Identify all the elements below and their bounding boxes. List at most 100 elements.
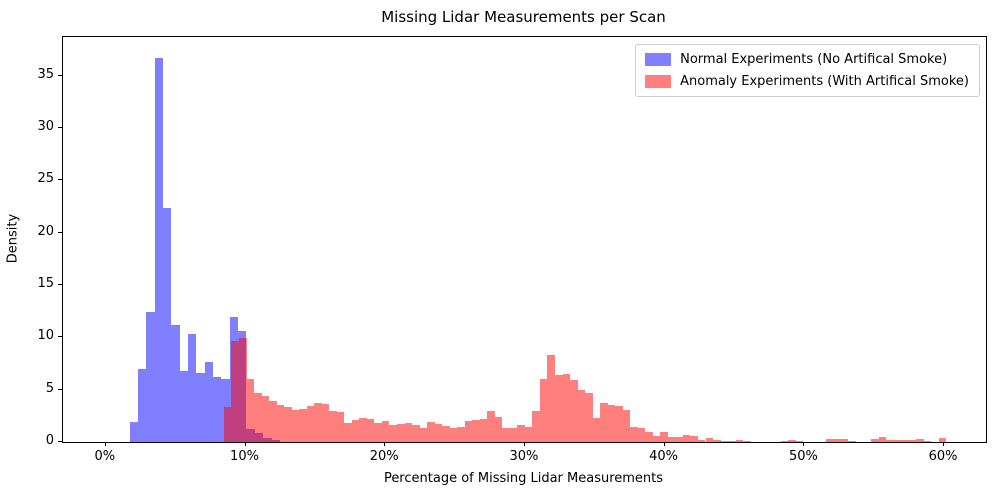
y-tick [58, 284, 62, 285]
histogram-bar-anomaly [269, 401, 277, 442]
histogram-bar-anomaly [509, 428, 518, 442]
histogram-bar-anomaly [667, 436, 676, 442]
x-axis-label: Percentage of Missing Lidar Measurements [383, 471, 664, 486]
x-tick-label: 20% [369, 449, 399, 464]
histogram-bar-anomaly [585, 392, 593, 442]
histogram-bar-anomaly [359, 418, 367, 442]
histogram-bar-anomaly [630, 427, 638, 442]
x-tick [803, 442, 805, 446]
histogram-bar-anomaly [374, 423, 382, 442]
x-tick [384, 442, 386, 446]
x-tick [523, 442, 525, 446]
y-tick-label: 10 [37, 328, 54, 344]
x-tick [663, 442, 665, 446]
histogram-bar-anomaly [878, 436, 887, 442]
x-tick [943, 442, 945, 446]
histogram-bar-anomaly [690, 436, 698, 442]
histogram-bar-normal [154, 57, 163, 442]
histogram-bar-anomaly [713, 440, 721, 442]
histogram-bar-anomaly [916, 438, 924, 442]
y-tick-label: 5 [45, 380, 54, 396]
histogram-bar-anomaly [442, 426, 450, 442]
y-tick [58, 179, 62, 181]
x-tick [104, 442, 106, 446]
histogram-bar-normal [213, 377, 222, 442]
histogram-bar-anomaly [607, 405, 616, 442]
histogram-bar-normal [204, 362, 214, 442]
histogram-bar-normal [179, 370, 188, 442]
x-tick-label: 40% [649, 449, 679, 464]
histogram-bar-anomaly [938, 437, 947, 442]
histogram-bar-anomaly [600, 403, 608, 442]
histogram-bar-anomaly [434, 423, 443, 442]
histogram-bar-normal [187, 334, 197, 442]
histogram-bar-anomaly [615, 406, 623, 442]
histogram-bar-anomaly [682, 434, 691, 442]
histogram-bar-anomaly [427, 422, 435, 442]
x-tick-label: 60% [928, 449, 958, 464]
histogram-bar-anomaly [795, 441, 804, 442]
histogram-bar-anomaly [464, 420, 473, 442]
legend-swatch-anomaly [645, 75, 672, 88]
histogram-bar-anomaly [825, 439, 834, 442]
y-tick-label: 15 [37, 276, 54, 291]
x-tick-label: 0% [94, 449, 116, 464]
y-tick-label: 35 [37, 66, 54, 82]
histogram-bar-anomaly [306, 406, 315, 442]
y-tick [58, 231, 62, 233]
y-tick [58, 74, 62, 76]
histogram-bar-anomaly [351, 420, 360, 442]
histogram-bar-normal [137, 368, 147, 442]
legend: Normal Experiments (No Artifical Smoke) A… [635, 44, 980, 97]
histogram-bar-anomaly [366, 418, 375, 442]
histogram-bar-anomaly [314, 402, 322, 442]
histogram-bar-anomaly [743, 441, 751, 442]
histogram-bar-anomaly [901, 440, 909, 442]
histogram-bar-anomaly [705, 438, 714, 442]
y-tick [58, 127, 62, 128]
x-tick-label: 30% [509, 449, 539, 464]
histogram-bar-anomaly [848, 440, 856, 442]
histogram-bar-anomaly [652, 435, 661, 442]
histogram-bar-anomaly [592, 417, 601, 442]
histogram-bar-normal [162, 207, 172, 442]
histogram-bar-normal [171, 324, 180, 442]
histogram-bar-anomaly [284, 407, 292, 442]
y-tick [58, 336, 62, 338]
histogram-bar-anomaly [840, 439, 849, 442]
histogram-bar-anomaly [645, 432, 653, 442]
histogram-bar-anomaly [923, 440, 932, 442]
histogram-bar-anomaly [254, 393, 262, 442]
y-tick-label: 30 [37, 119, 54, 134]
histogram-bar-anomaly [261, 395, 270, 442]
histogram-bar-anomaly [239, 338, 247, 442]
x-tick-label: 50% [788, 449, 818, 464]
histogram-bar-anomaly [577, 389, 586, 442]
histogram-bar-anomaly [720, 441, 729, 442]
histogram-bar-anomaly [780, 440, 789, 442]
histogram-bar-anomaly [637, 428, 646, 442]
x-tick-label: 10% [230, 449, 259, 464]
histogram-bar-anomaly [397, 424, 405, 442]
histogram-bar-anomaly [223, 407, 232, 442]
histogram-bar-anomaly [735, 440, 744, 442]
legend-label: Normal Experiments (No Artifical Smoke) [680, 52, 948, 67]
histogram-bar-anomaly [472, 420, 480, 442]
y-tick-label: 0 [45, 433, 54, 448]
legend-swatch-normal [645, 53, 672, 66]
histogram-bar-anomaly [381, 421, 390, 442]
histogram-bar-anomaly [336, 412, 345, 442]
histogram-bar-anomaly [344, 422, 352, 442]
histogram-bar-anomaly [570, 380, 578, 442]
histogram-bar-anomaly [299, 408, 307, 442]
histogram-bar-anomaly [502, 427, 510, 442]
histogram-bar-anomaly [517, 425, 525, 442]
histogram-bar-anomaly [479, 418, 488, 442]
y-tick-label: 20 [37, 223, 54, 239]
histogram-bar-anomaly [660, 432, 668, 442]
histogram-bar-anomaly [419, 428, 428, 442]
histogram-bar-anomaly [697, 439, 706, 442]
histogram-bar-anomaly [404, 423, 413, 442]
histogram-bar-anomaly [532, 410, 540, 442]
